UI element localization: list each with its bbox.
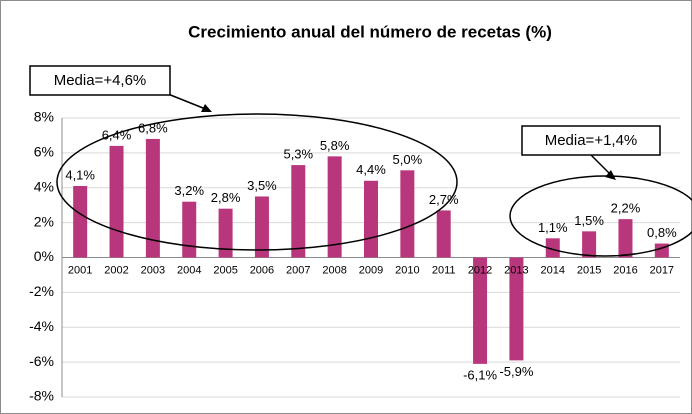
bar xyxy=(400,170,415,258)
annotation: Media=+1,4% xyxy=(545,132,638,149)
x-tick-label: 2015 xyxy=(577,264,601,276)
x-tick-label: 2016 xyxy=(613,264,637,276)
bar xyxy=(364,180,378,258)
value-label: 6,8% xyxy=(138,120,168,135)
x-tick-label: 2001 xyxy=(68,264,92,276)
y-tick-label: 6% xyxy=(34,144,54,160)
y-tick-label: -6% xyxy=(29,353,54,369)
bar xyxy=(509,257,524,361)
value-label: 3,2% xyxy=(174,183,204,198)
bar xyxy=(254,196,269,258)
bar xyxy=(436,210,451,258)
value-label: 3,5% xyxy=(247,178,277,193)
value-label: -6,1% xyxy=(463,367,497,382)
x-tick-label: 2006 xyxy=(250,264,274,276)
bar xyxy=(545,238,560,258)
value-label: -5,9% xyxy=(499,364,533,379)
value-label: 1,1% xyxy=(538,220,568,235)
arrow xyxy=(167,93,209,111)
arrow xyxy=(589,153,613,177)
y-tick-label: 8% xyxy=(34,109,54,125)
x-tick-label: 2012 xyxy=(468,264,492,276)
x-tick-label: 2010 xyxy=(395,264,419,276)
ellipse xyxy=(509,175,692,257)
x-tick-label: 2014 xyxy=(541,264,565,276)
x-tick-label: 2005 xyxy=(213,264,237,276)
value-label: 4,4% xyxy=(356,162,386,177)
y-tick-label: 2% xyxy=(34,213,54,229)
annotation: Media=+4,6% xyxy=(54,72,147,89)
y-tick-label: 0% xyxy=(34,248,54,264)
bar xyxy=(291,165,306,258)
ellipse xyxy=(56,113,458,251)
arrow-head xyxy=(605,170,616,180)
y-tick-label: -4% xyxy=(29,318,54,334)
chart-title: Crecimiento anual del número de recetas … xyxy=(188,22,552,41)
x-tick-label: 2009 xyxy=(359,264,383,276)
bar xyxy=(582,231,597,258)
x-tick-label: 2013 xyxy=(504,264,528,276)
x-tick-label: 2004 xyxy=(177,264,201,276)
value-label: 2,7% xyxy=(429,192,459,207)
bar xyxy=(109,145,124,258)
bar xyxy=(618,219,633,258)
y-tick-label: 4% xyxy=(34,178,54,194)
bar xyxy=(327,156,342,258)
bar xyxy=(473,257,488,364)
value-label: 5,0% xyxy=(393,152,423,167)
bar xyxy=(218,208,233,258)
x-tick-label: 2007 xyxy=(286,264,310,276)
value-label: 0,8% xyxy=(647,225,677,240)
bar xyxy=(73,186,88,258)
value-label: 2,8% xyxy=(211,190,241,205)
bar xyxy=(182,201,197,258)
x-tick-label: 2008 xyxy=(322,264,346,276)
x-tick-label: 2011 xyxy=(432,264,456,276)
x-tick-label: 2003 xyxy=(141,264,165,276)
value-label: 5,8% xyxy=(320,138,350,153)
arrow-head xyxy=(201,104,212,112)
value-label: 4,1% xyxy=(65,167,95,182)
value-label: 5,3% xyxy=(283,147,313,162)
value-label: 2,2% xyxy=(611,201,641,216)
x-tick-label: 2002 xyxy=(104,264,128,276)
bar xyxy=(145,138,160,258)
annotation-box xyxy=(521,125,661,156)
y-tick-label: -2% xyxy=(29,283,54,299)
x-tick-label: 2017 xyxy=(650,264,674,276)
value-label: 1,5% xyxy=(574,213,604,228)
plot-area: -8%-6%-4%-2%0%2%4%6%8%20014,1%20026,4%20… xyxy=(29,109,680,404)
annotation-box xyxy=(29,65,171,96)
y-tick-label: -8% xyxy=(29,388,54,404)
